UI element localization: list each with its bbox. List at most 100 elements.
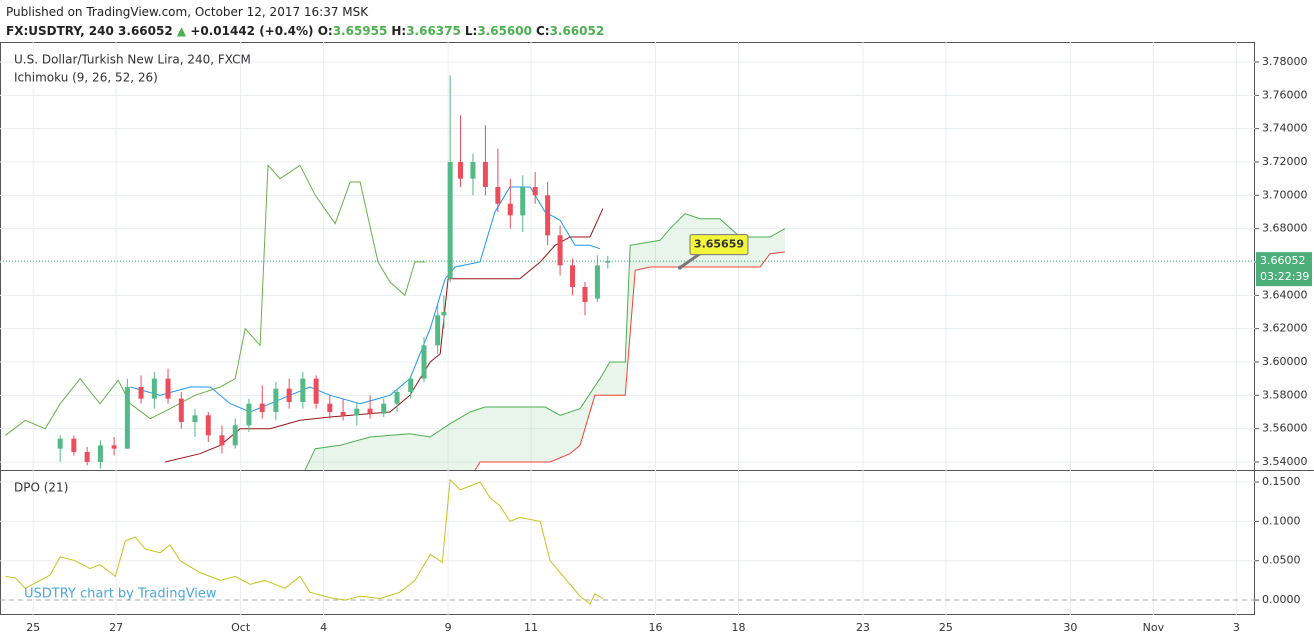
x-tick-label: 9 xyxy=(445,621,452,634)
ohlc-value: 3.66052 xyxy=(549,24,605,38)
ichimoku-line xyxy=(474,251,785,470)
y-tick-label: 3.68000 xyxy=(1262,222,1308,235)
candle-body xyxy=(394,392,400,404)
candle-body xyxy=(570,265,576,287)
candle-body xyxy=(138,387,144,399)
candle-body xyxy=(97,445,103,462)
ichimoku-line xyxy=(5,164,426,436)
y-tick-label: 3.58000 xyxy=(1262,388,1308,401)
candle-body xyxy=(165,378,171,399)
countdown: 03:22:39 xyxy=(1260,270,1309,283)
y-tick-label: 0.1000 xyxy=(1262,514,1301,527)
x-tick-label: 30 xyxy=(1063,621,1077,634)
dpo-line xyxy=(5,478,604,605)
candle-body xyxy=(482,162,488,187)
y-tick-label: 3.54000 xyxy=(1262,455,1308,468)
candle-body xyxy=(470,162,476,179)
candle-body xyxy=(557,235,563,266)
y-tick-label: 0.0500 xyxy=(1262,554,1301,567)
pane-subtitle: Ichimoku (9, 26, 52, 26) xyxy=(14,71,158,85)
candle-body xyxy=(495,187,501,204)
y-tick-label: 3.56000 xyxy=(1262,422,1308,435)
candle-body xyxy=(408,378,414,392)
y-tick-label: 3.74000 xyxy=(1262,122,1308,135)
candle-body xyxy=(205,415,211,436)
ichimoku-line xyxy=(130,186,601,413)
ohlc-label: O: xyxy=(317,24,333,38)
candle-body xyxy=(447,162,453,279)
ichimoku-line xyxy=(164,208,604,463)
y-tick-label: 0.1500 xyxy=(1262,475,1301,488)
candle-body xyxy=(458,162,464,179)
candle-body xyxy=(340,412,346,416)
y-tick-label: 3.70000 xyxy=(1262,188,1308,201)
candle-body xyxy=(71,438,77,452)
callout-pointer xyxy=(679,252,701,269)
quote-line: FX:USDTRY, 240 3.66052 ▲ +0.01442 (+0.4%… xyxy=(6,22,608,41)
candle-body xyxy=(507,203,513,216)
last-price-label: 3.66052 xyxy=(1260,254,1306,267)
symbol: FX:USDTRY, 240 xyxy=(6,24,114,38)
candle-body xyxy=(57,438,63,449)
y-tick-label: 3.72000 xyxy=(1262,155,1308,168)
candle-body xyxy=(381,403,387,414)
callout-point xyxy=(677,265,682,270)
x-tick-label: 4 xyxy=(320,621,327,634)
candle-body xyxy=(605,261,611,263)
ohlc: O:3.65955 H:3.66375 L:3.65600 C:3.66052 xyxy=(318,24,609,38)
callout-label: 3.65659 xyxy=(694,238,744,251)
x-tick-label: Nov xyxy=(1143,621,1165,634)
pane-title: DPO (21) xyxy=(14,481,68,495)
x-tick-label: 25 xyxy=(26,621,40,634)
candle-body xyxy=(367,408,373,414)
candle-body xyxy=(300,378,306,402)
candle-body xyxy=(354,408,360,416)
candle-body xyxy=(327,403,333,412)
candle-body xyxy=(232,425,238,446)
ohlc-label: H: xyxy=(391,24,407,38)
callout-box xyxy=(689,234,749,256)
last-price-box xyxy=(1256,252,1312,287)
y-tick-label: 3.76000 xyxy=(1262,88,1308,101)
candle-body xyxy=(192,415,198,422)
x-tick-label: 11 xyxy=(524,621,538,634)
y-tick-label: 3.62000 xyxy=(1262,322,1308,335)
ohlc-value: 3.65600 xyxy=(477,24,532,38)
candle-body xyxy=(582,287,588,302)
candle-body xyxy=(219,435,225,446)
candle-body xyxy=(178,398,184,422)
candle-body xyxy=(545,195,551,236)
candle-body xyxy=(441,312,447,316)
candle-body xyxy=(532,187,538,196)
x-tick-label: 25 xyxy=(939,621,953,634)
x-tick-label: Oct xyxy=(231,621,251,634)
y-tick-label: 3.60000 xyxy=(1262,355,1308,368)
candle-body xyxy=(124,387,130,449)
price: 3.66052 xyxy=(118,24,173,38)
published: Published on TradingView.com, October 12… xyxy=(6,5,369,19)
x-tick-label: 23 xyxy=(856,621,870,634)
ohlc-value: 3.65955 xyxy=(332,24,388,38)
candle-body xyxy=(313,378,319,404)
candle-body xyxy=(435,315,441,346)
candle-body xyxy=(286,388,292,402)
dpo-pane xyxy=(0,470,1255,615)
candle-body xyxy=(246,403,252,426)
x-tick-label: 18 xyxy=(731,621,745,634)
ohlc-value: 3.66375 xyxy=(406,24,461,38)
candle-body xyxy=(273,388,279,412)
candle-body xyxy=(111,445,117,449)
y-tick-label: 0.0000 xyxy=(1262,593,1301,606)
candle-body xyxy=(259,403,265,412)
y-tick-label: 3.64000 xyxy=(1262,288,1308,301)
change: +0.01442 (+0.4%) xyxy=(190,24,314,38)
candle-body xyxy=(151,378,157,399)
candle-body xyxy=(520,187,526,216)
ohlc-label: C: xyxy=(535,24,550,38)
candle-body xyxy=(421,345,427,379)
watermark: USDTRY chart by TradingView xyxy=(24,587,217,602)
y-tick-label: 3.78000 xyxy=(1262,55,1308,68)
main-pane xyxy=(0,42,1255,470)
